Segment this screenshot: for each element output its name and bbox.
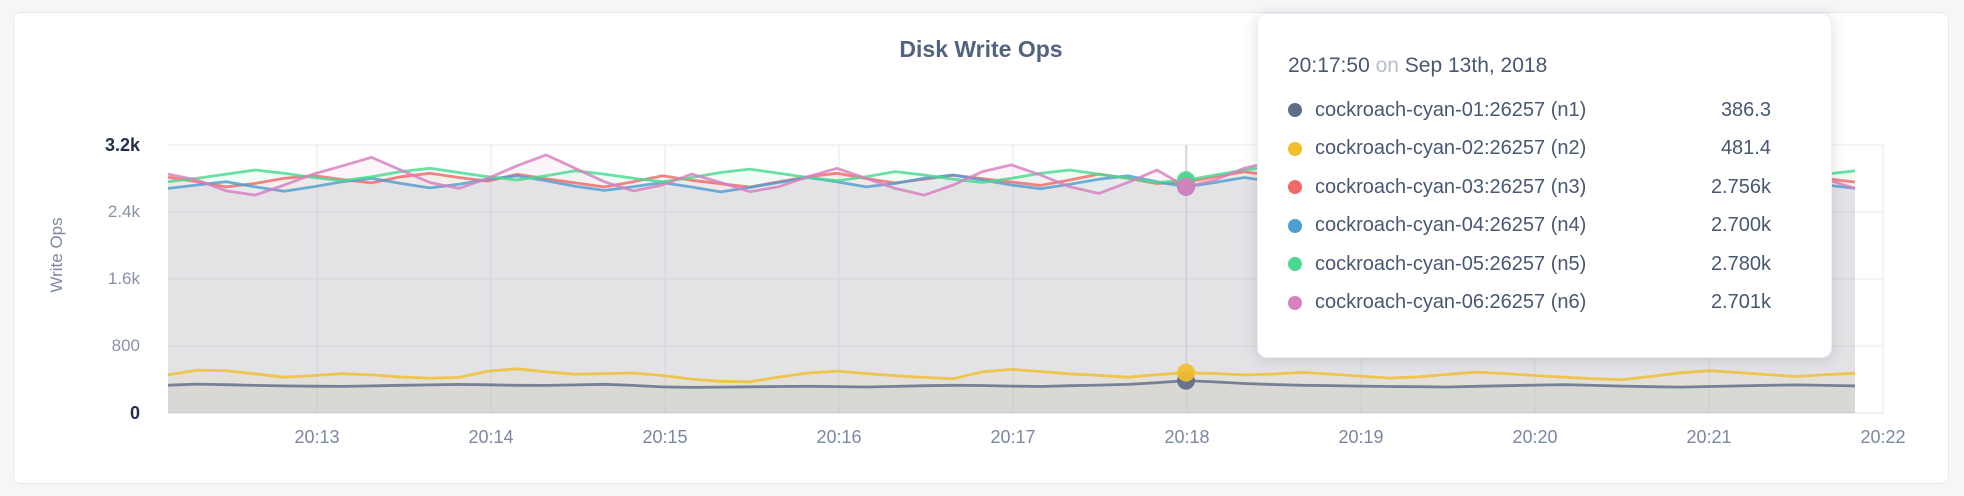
tooltip-row: cockroach-cyan-02:26257 (n2) 481.4 xyxy=(1288,130,1771,169)
series-color-dot-icon xyxy=(1288,103,1302,118)
tooltip-series-name: cockroach-cyan-06:26257 (n6) xyxy=(1315,291,1587,314)
series-color-dot-icon xyxy=(1288,295,1302,310)
tooltip-time: 20:17:50 xyxy=(1288,54,1370,77)
tooltip-series-name: cockroach-cyan-05:26257 (n5) xyxy=(1315,252,1587,275)
hover-dot-n6 xyxy=(1177,177,1196,196)
tooltip-row: cockroach-cyan-04:26257 (n4) 2.700k xyxy=(1288,207,1771,246)
y-tick-label: 800 xyxy=(111,336,140,355)
y-tick-label: 0 xyxy=(129,403,140,423)
series-line-n2 xyxy=(167,367,1856,384)
tooltip-series-name: cockroach-cyan-03:26257 (n3) xyxy=(1315,175,1587,198)
tooltip-row: cockroach-cyan-03:26257 (n3) 2.756k xyxy=(1288,168,1771,207)
x-tick-label: 20:16 xyxy=(816,427,862,447)
tooltip-row: cockroach-cyan-05:26257 (n5) 2.780k xyxy=(1288,245,1771,284)
x-tick-label: 20:21 xyxy=(1686,427,1732,447)
tooltip-series-value: 481.4 xyxy=(1720,137,1771,160)
series-line-n1 xyxy=(167,379,1856,389)
series-area-n2 xyxy=(168,368,1855,413)
tooltip-series-name: cockroach-cyan-04:26257 (n4) xyxy=(1315,214,1587,237)
series-color-dot-icon xyxy=(1288,257,1302,272)
x-tick-label: 20:15 xyxy=(642,427,688,447)
series-color-dot-icon xyxy=(1288,141,1302,156)
y-tick-label: 3.2k xyxy=(104,135,140,155)
x-tick-label: 20:18 xyxy=(1164,427,1210,447)
y-tick-label: 1.6k xyxy=(107,269,140,288)
tooltip-series-name: cockroach-cyan-02:26257 (n2) xyxy=(1315,137,1587,160)
tooltip-on-word: on xyxy=(1375,54,1399,77)
x-tick-label: 20:14 xyxy=(468,427,514,447)
series-area-n1 xyxy=(168,380,1855,413)
tooltip-row: cockroach-cyan-06:26257 (n6) 2.701k xyxy=(1288,284,1771,323)
chart-title: Disk Write Ops xyxy=(899,36,1063,62)
x-tick-label: 20:22 xyxy=(1860,427,1906,447)
x-tick-label: 20:13 xyxy=(294,427,340,447)
tooltip-series-value: 2.700k xyxy=(1710,214,1771,237)
y-tick-label: 2.4k xyxy=(107,202,140,221)
tooltip-series-value: 2.780k xyxy=(1710,252,1771,275)
hover-tooltip: 20:17:50 on Sep 13th, 2018 cockroach-cya… xyxy=(1257,13,1832,358)
hover-dot-n2 xyxy=(1177,363,1196,382)
x-tick-label: 20:20 xyxy=(1512,427,1558,447)
x-tick-label: 20:19 xyxy=(1338,427,1384,447)
tooltip-series-value: 2.756k xyxy=(1710,175,1771,198)
tooltip-header: 20:17:50 on Sep 13th, 2018 xyxy=(1288,54,1801,78)
tooltip-series-name: cockroach-cyan-01:26257 (n1) xyxy=(1315,98,1587,121)
tooltip-series-value: 2.701k xyxy=(1710,291,1771,314)
tooltip-date: Sep 13th, 2018 xyxy=(1404,54,1548,77)
series-color-dot-icon xyxy=(1288,218,1302,233)
x-tick-label: 20:17 xyxy=(990,427,1036,447)
tooltip-series-value: 386.3 xyxy=(1720,98,1771,121)
tooltip-rows: cockroach-cyan-01:26257 (n1) 386.3 cockroa… xyxy=(1288,91,1771,322)
series-color-dot-icon xyxy=(1288,180,1302,195)
tooltip-row: cockroach-cyan-01:26257 (n1) 386.3 xyxy=(1288,91,1771,130)
